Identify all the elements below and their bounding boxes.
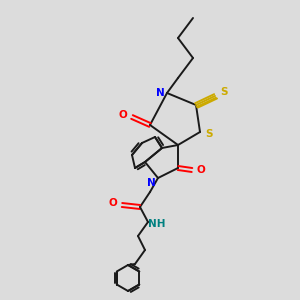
Text: NH: NH	[148, 219, 166, 229]
Text: N: N	[147, 178, 155, 188]
Text: O: O	[118, 110, 127, 120]
Text: S: S	[205, 129, 213, 139]
Text: N: N	[156, 88, 164, 98]
Text: O: O	[196, 165, 206, 175]
Text: O: O	[109, 198, 117, 208]
Text: S: S	[220, 87, 228, 97]
